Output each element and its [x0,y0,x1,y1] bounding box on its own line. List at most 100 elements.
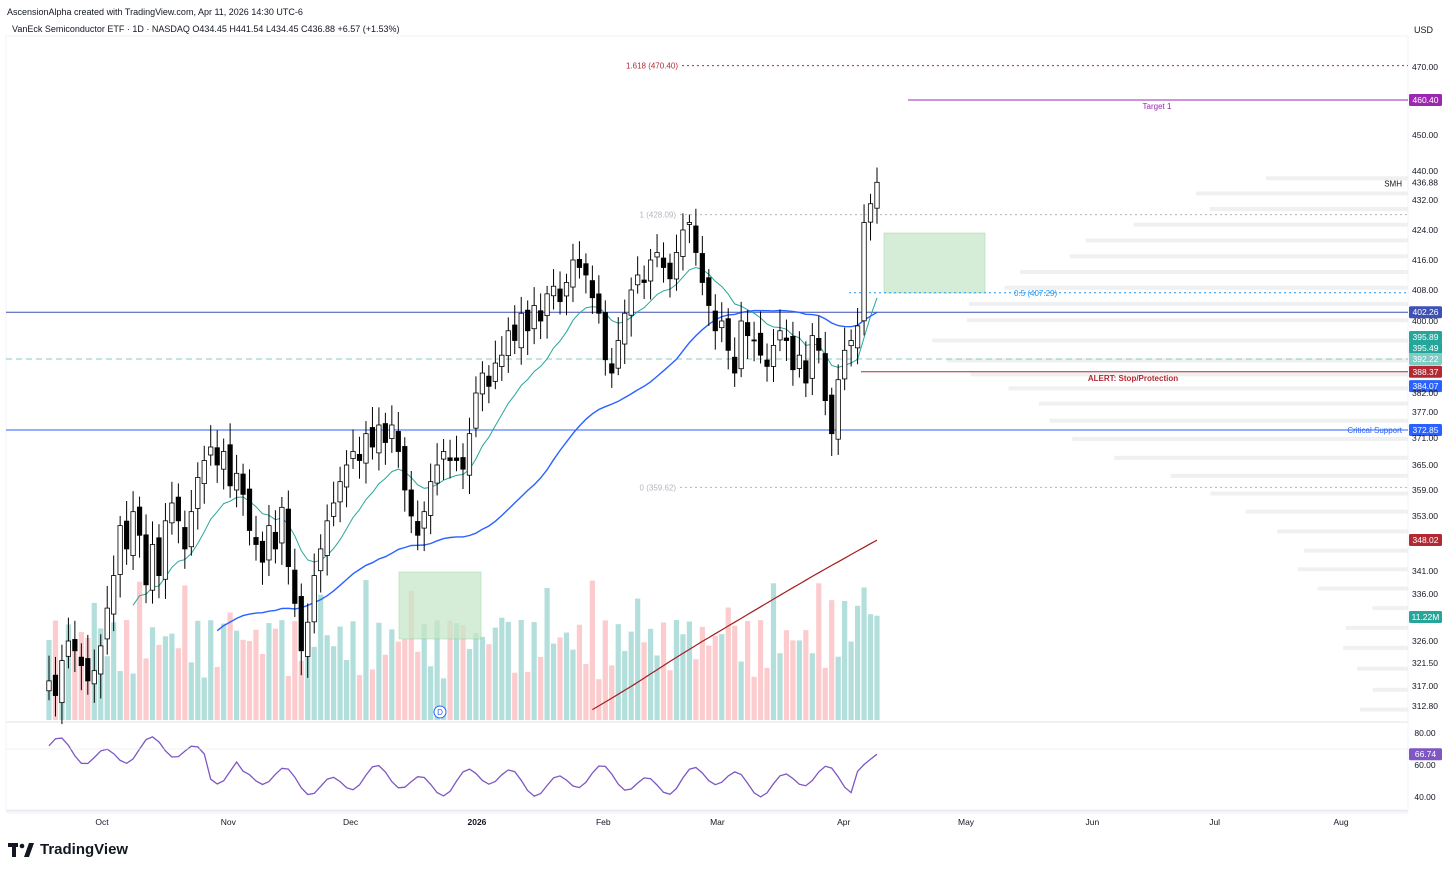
candle [383,424,387,443]
tradingview-logo[interactable]: TradingView [8,841,128,858]
candle [79,657,83,665]
volume-bar [719,634,724,720]
candle [312,576,316,622]
candle [674,253,678,280]
volume-bar [616,624,621,720]
volume-profile-bar [1171,474,1408,478]
volume-bar [163,636,168,720]
volume-bar [603,620,608,720]
volume-bar [156,645,161,720]
volume-profile-bar [932,339,1408,343]
volume-bar [570,650,575,720]
volume-bar [868,614,873,720]
volume-bar [519,620,524,720]
volume-bar [855,606,860,720]
volume-bar [590,581,595,720]
volume-bar [564,633,569,720]
candle [416,521,420,535]
candle [435,465,439,483]
volume-bar [312,647,317,720]
candle [215,448,219,465]
volume-profile-bar [969,302,1408,306]
volume-bar [680,634,685,720]
volume-profile-bar [1277,529,1408,533]
volume-bar [396,642,401,720]
volume-bar [810,653,815,720]
volume-bar [202,678,207,720]
candle [105,608,109,639]
volume-bar [376,623,381,720]
candle [66,641,70,656]
volume-profile-bar [1196,191,1408,195]
price-tag-label: 395.89 [1413,332,1439,342]
volume-profile-bar [1008,386,1408,390]
candle [448,458,452,461]
volume-bar [874,616,879,720]
rsi-value-label: 66.74 [1415,749,1437,759]
target-zone-box [884,233,985,293]
candle [577,259,581,267]
candle [506,331,510,356]
candle [247,489,251,530]
volume-bar [253,630,258,720]
volume-bar [480,637,485,720]
time-axis-label: Nov [221,817,237,827]
volume-bar [739,662,744,720]
ema-20-line [133,268,877,606]
volume-bar [797,640,802,720]
volume-profile-bar [1039,402,1408,406]
candle [875,182,879,208]
volume-bar [635,599,640,720]
volume-bar [331,646,336,720]
volume-bar [273,629,278,720]
volume-bar [829,600,834,720]
level-label: 1.618 (470.40) [626,62,678,71]
candle [778,331,782,340]
candle [370,428,374,447]
candle [597,294,601,313]
volume-bar [189,662,194,720]
volume-bar [169,634,174,720]
candle [661,258,665,267]
volume-bar [784,630,789,720]
candle [202,461,206,484]
volume-bar [654,655,659,720]
volume-profile-bar [1318,586,1408,590]
candle [687,223,691,225]
candle [474,393,478,428]
candle [241,474,245,494]
volume-bar [143,658,148,720]
price-tick-label: 424.00 [1412,225,1438,235]
level-label: ALERT: Stop/Protection [1088,374,1178,383]
candle [331,503,335,516]
candle [273,532,277,549]
candle [60,661,64,703]
volume-bar [344,660,349,720]
volume-bar [337,626,342,720]
volume-bar [234,631,239,720]
price-tag-label: 11.22M [1412,612,1440,622]
volume-bar [111,622,116,720]
volume-bar [486,644,491,720]
volume-profile-bar [1343,646,1408,650]
candle [681,230,685,257]
volume-bar [279,620,284,720]
volume-bar [182,585,187,720]
candle [403,446,407,490]
price-tag-label: 395.49 [1413,343,1439,353]
volume-profile-bar [1357,667,1408,671]
level-label: Critical Support [1347,426,1402,435]
volume-bar [124,620,129,720]
volume-bar [551,644,556,720]
price-tick-label: 326.00 [1412,636,1438,646]
volume-bar [836,657,841,720]
volume-bar [713,636,718,720]
candle [209,447,213,455]
volume-bar [493,628,498,720]
price-tick-label: 321.50 [1412,658,1438,668]
symbol-tag: SMH [1384,179,1402,188]
candle [144,535,148,585]
candle [228,445,232,486]
price-tag-label: 388.37 [1413,367,1439,377]
